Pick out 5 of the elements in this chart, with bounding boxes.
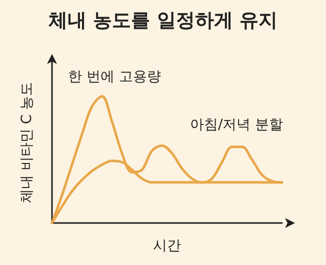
annotation: 아침/저녁 분할 [190,117,284,133]
chart-title: 체내 농도를 일정하게 유지 [48,10,278,32]
x-axis-title: 시간 [153,238,181,254]
text: 한 번에 고용량 [68,69,161,85]
y-axis-title: 체내 비타민 C 농도 [19,82,35,204]
